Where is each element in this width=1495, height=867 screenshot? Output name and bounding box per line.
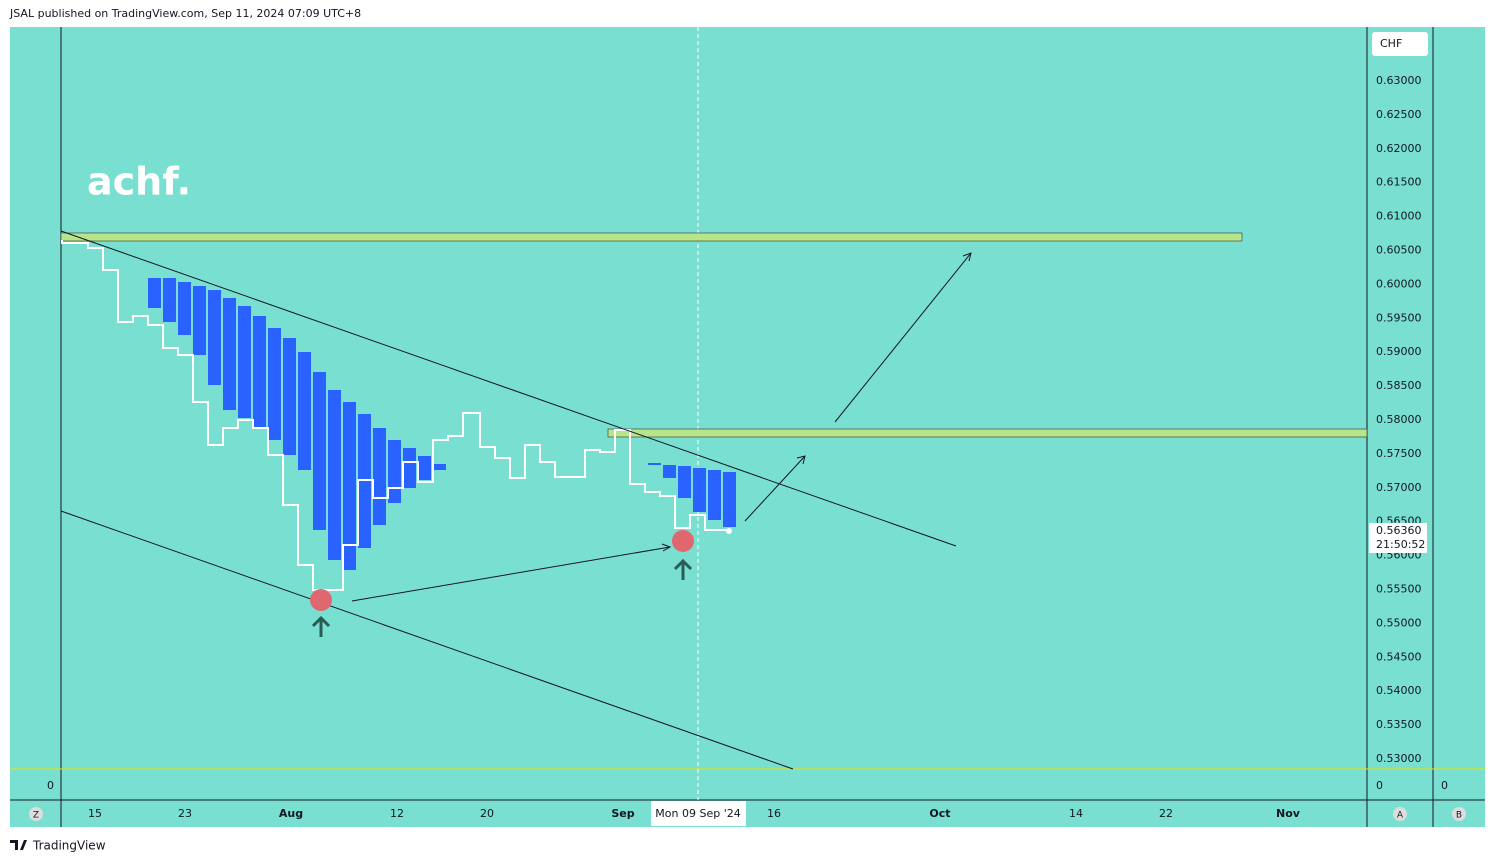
watermark: achf. [87, 160, 191, 204]
button[interactable] [29, 807, 43, 821]
bar [268, 328, 281, 440]
price-tick: 0.58500 [1376, 379, 1422, 392]
bar [148, 278, 161, 308]
bar [313, 372, 326, 530]
time-label: Sep [611, 807, 634, 820]
publisher: JSAL published on TradingView.com, Sep 1… [9, 7, 361, 20]
price-tick: 0.54000 [1376, 684, 1422, 697]
time-label: 15 [88, 807, 102, 820]
price-tick: 0.53000 [1376, 752, 1422, 765]
time-label: 20 [480, 807, 494, 820]
button-label[interactable]: Z [33, 811, 39, 821]
currency[interactable]: CHF [1380, 37, 1402, 50]
price-tick: 0.63000 [1376, 74, 1422, 87]
marker [672, 530, 694, 552]
bar [388, 440, 401, 503]
up-arrow [311, 615, 331, 637]
price-tick: 0.57000 [1376, 481, 1422, 494]
logo [10, 840, 27, 850]
footer-brand: TradingView [32, 839, 106, 853]
price-box [1369, 523, 1427, 553]
bar [298, 352, 311, 470]
zone [607, 428, 1368, 438]
price-tick: 0.53500 [1376, 718, 1422, 731]
time-label: 23 [178, 807, 192, 820]
drawings [60, 230, 972, 770]
bar [238, 306, 251, 418]
bar [648, 463, 661, 465]
bar [433, 464, 446, 470]
bar [223, 298, 236, 410]
pane-zero: 0 [47, 779, 54, 792]
price-tick: 0.61000 [1376, 210, 1422, 223]
time-label: Aug [279, 807, 303, 820]
price-tick: 0.55000 [1376, 616, 1422, 629]
time-label: 22 [1159, 807, 1173, 820]
button-label[interactable]: A [1397, 811, 1404, 821]
bar [723, 472, 736, 527]
bar [163, 278, 176, 322]
pane-zero: 0 [1376, 779, 1383, 792]
pane-zero: 0 [1441, 779, 1448, 792]
bar [283, 338, 296, 455]
last-point [726, 528, 732, 534]
time-label: Nov [1276, 807, 1301, 820]
price-line [61, 240, 730, 591]
price-tick: 0.55500 [1376, 583, 1422, 596]
bar [328, 390, 341, 560]
price-tick: 0.59500 [1376, 311, 1422, 324]
price-tick: 0.59000 [1376, 345, 1422, 358]
button[interactable] [1452, 807, 1466, 821]
bar [663, 465, 676, 478]
price-tick: 0.57500 [1376, 447, 1422, 460]
bar [373, 428, 386, 525]
histogram [148, 278, 736, 570]
up-arrow [673, 558, 693, 580]
button-label[interactable]: B [1456, 811, 1462, 821]
price-tick: 0.61500 [1376, 176, 1422, 189]
countdown: 21:50:52 [1376, 538, 1425, 551]
bar [708, 470, 721, 520]
current-price: 0.56360 [1376, 524, 1422, 537]
bar [343, 402, 356, 570]
marker [310, 589, 332, 611]
time-label: 14 [1069, 807, 1083, 820]
price-tick: 0.54500 [1376, 650, 1422, 663]
time-label: Oct [929, 807, 950, 820]
bar [193, 286, 206, 355]
button[interactable] [1393, 807, 1407, 821]
time-label: 16 [767, 807, 781, 820]
price-tick: 0.60000 [1376, 277, 1422, 290]
zone [60, 232, 1243, 242]
currency-box[interactable] [1372, 32, 1428, 56]
bar [418, 456, 431, 480]
crosshair-label: Mon 09 Sep '24 [655, 807, 740, 820]
bar [208, 290, 221, 385]
time-label: 12 [390, 807, 404, 820]
bar [178, 282, 191, 335]
bar [403, 448, 416, 488]
bar [253, 316, 266, 428]
crosshair-box [651, 801, 746, 826]
price-tick: 0.60500 [1376, 244, 1422, 257]
price-tick: 0.62000 [1376, 142, 1422, 155]
price-tick: 0.62500 [1376, 108, 1422, 121]
bar [693, 468, 706, 512]
bar [678, 466, 691, 498]
price-tick: 0.58000 [1376, 413, 1422, 426]
